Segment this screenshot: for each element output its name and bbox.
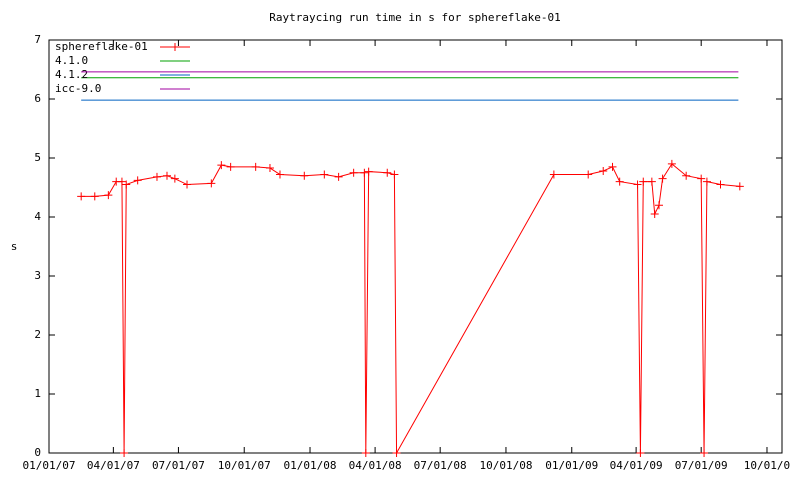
point-marker bbox=[654, 201, 663, 210]
x-tick-label: 07/01/09 bbox=[675, 459, 728, 472]
point-marker bbox=[697, 174, 706, 183]
point-marker bbox=[120, 449, 129, 457]
point-marker bbox=[251, 162, 260, 171]
point-marker bbox=[615, 177, 624, 186]
point-marker bbox=[77, 192, 86, 201]
point-marker bbox=[735, 182, 744, 191]
point-marker bbox=[361, 449, 370, 457]
point-marker bbox=[364, 167, 373, 176]
point-marker bbox=[207, 179, 216, 188]
x-tick-label: 10/01/0 bbox=[744, 459, 790, 472]
y-tick-label: 6 bbox=[34, 92, 41, 105]
x-tick-label: 01/01/08 bbox=[284, 459, 337, 472]
point-marker bbox=[702, 177, 711, 186]
point-marker bbox=[716, 180, 725, 189]
point-marker bbox=[104, 191, 113, 200]
x-tick-label: 04/01/09 bbox=[610, 459, 663, 472]
x-tick-label: 10/01/07 bbox=[218, 459, 271, 472]
point-marker bbox=[383, 168, 392, 177]
x-tick-label: 07/01/08 bbox=[414, 459, 467, 472]
point-marker bbox=[133, 176, 142, 185]
y-tick-label: 2 bbox=[34, 328, 41, 341]
point-marker bbox=[647, 177, 656, 186]
point-marker bbox=[639, 177, 648, 186]
legend-label: icc-9.0 bbox=[55, 82, 101, 95]
point-marker bbox=[584, 170, 593, 179]
point-marker bbox=[217, 161, 226, 170]
x-tick-label: 04/01/07 bbox=[87, 459, 140, 472]
point-marker bbox=[633, 180, 642, 189]
point-marker bbox=[265, 164, 274, 173]
point-marker bbox=[170, 174, 179, 183]
point-marker bbox=[392, 449, 401, 457]
point-marker bbox=[650, 210, 659, 219]
point-marker bbox=[636, 449, 645, 457]
point-marker bbox=[320, 170, 329, 179]
x-tick-label: 07/01/07 bbox=[152, 459, 205, 472]
y-tick-label: 1 bbox=[34, 387, 41, 400]
point-marker bbox=[390, 170, 399, 179]
point-marker bbox=[682, 171, 691, 180]
x-tick-label: 01/01/07 bbox=[23, 459, 76, 472]
point-marker bbox=[300, 171, 309, 180]
legend-marker bbox=[171, 43, 179, 51]
point-marker bbox=[700, 449, 709, 457]
point-marker bbox=[90, 192, 99, 201]
legend-label: sphereflake-01 bbox=[55, 40, 148, 53]
point-marker bbox=[349, 168, 358, 177]
point-marker bbox=[608, 162, 617, 171]
point-marker bbox=[667, 159, 676, 168]
point-marker bbox=[360, 168, 369, 177]
x-tick-label: 01/01/09 bbox=[545, 459, 598, 472]
plot-border bbox=[48, 39, 783, 454]
point-marker bbox=[117, 177, 126, 186]
point-marker bbox=[152, 172, 161, 181]
point-marker bbox=[226, 162, 235, 171]
y-tick-label: 7 bbox=[34, 33, 41, 46]
point-marker bbox=[658, 174, 667, 183]
point-marker bbox=[334, 172, 343, 181]
y-tick-label: 0 bbox=[34, 446, 41, 459]
y-axis-label: s bbox=[11, 240, 18, 253]
x-tick-label: 04/01/08 bbox=[349, 459, 402, 472]
x-tick-label: 10/01/08 bbox=[479, 459, 532, 472]
y-tick-label: 4 bbox=[34, 210, 41, 223]
point-marker bbox=[183, 180, 192, 189]
point-marker bbox=[162, 171, 171, 180]
point-marker bbox=[122, 180, 131, 189]
point-marker bbox=[549, 170, 558, 179]
chart-title: Raytraycing run time in s for sphereflak… bbox=[269, 11, 560, 24]
point-marker bbox=[599, 166, 608, 175]
series-line bbox=[81, 163, 740, 455]
y-tick-label: 5 bbox=[34, 151, 41, 164]
point-marker bbox=[275, 170, 284, 179]
legend-label: 4.1.2 bbox=[55, 68, 88, 81]
y-tick-label: 3 bbox=[34, 269, 41, 282]
legend-label: 4.1.0 bbox=[55, 54, 88, 67]
